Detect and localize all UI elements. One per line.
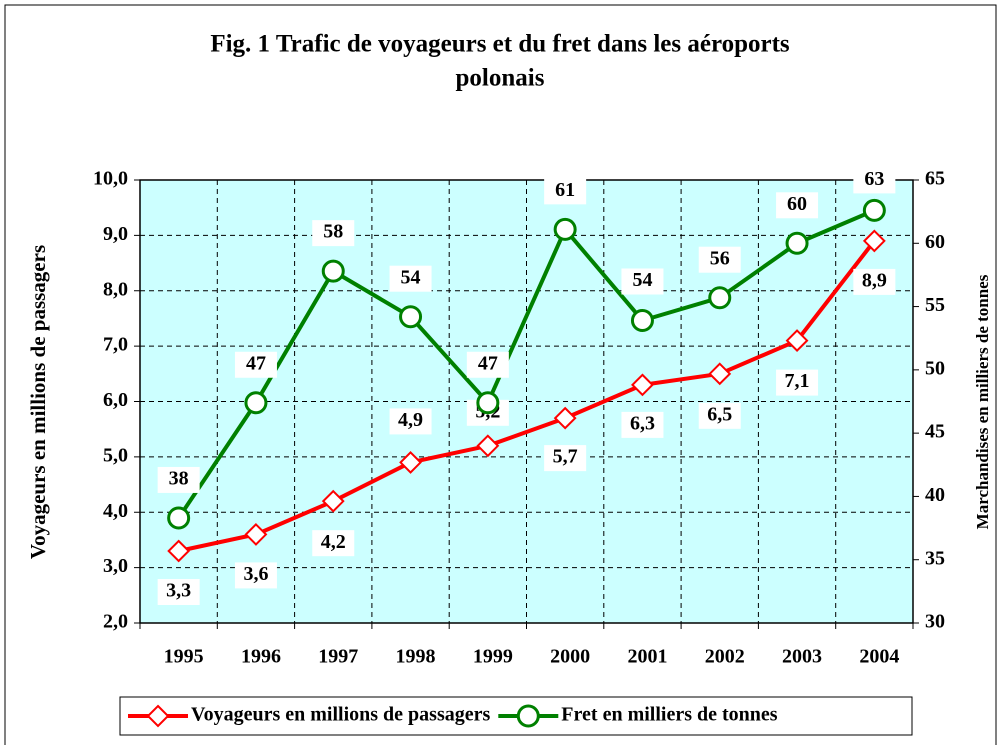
y2-tick-label: 65: [925, 168, 945, 190]
y2-tick-label: 45: [925, 421, 945, 443]
y-tick-label: 9,0: [103, 223, 128, 245]
y-tick-label: 7,0: [103, 334, 128, 356]
x-tick-label: 2002: [705, 646, 745, 668]
marker: [862, 229, 886, 253]
marker: [631, 373, 654, 397]
y-tick-label: 6,0: [103, 389, 128, 411]
x-tick-label: 2001: [627, 646, 667, 668]
data-label: 4,9: [398, 409, 423, 431]
data-label-bg: [621, 268, 664, 295]
y-tick-label: 10,0: [93, 168, 128, 190]
legend-label: Fret en milliers de tonnes: [561, 704, 777, 726]
data-label: 3,3: [166, 580, 191, 602]
y2-tick-label: 50: [925, 357, 945, 379]
marker: [630, 308, 654, 332]
marker: [785, 231, 809, 255]
marker: [167, 539, 191, 563]
x-tick-label: 1995: [164, 646, 204, 668]
data-label: 58: [323, 221, 343, 243]
data-label-bg: [157, 579, 200, 606]
data-label-bg: [312, 220, 355, 247]
data-label-bg: [621, 411, 664, 438]
marker: [167, 506, 191, 530]
y-tick-label: 8,0: [103, 278, 128, 300]
marker: [553, 217, 577, 241]
marker: [146, 704, 170, 728]
x-tick-label: 1998: [396, 646, 436, 668]
data-label: 54: [632, 269, 652, 291]
chart-title: Fig. 1 Trafic de voyageurs et du fret da…: [210, 31, 790, 58]
y-axis-label: Voyageurs en millions de passagers: [26, 245, 50, 559]
data-label-bg: [698, 246, 741, 273]
data-label: 3,6: [243, 563, 268, 585]
legend-label: Voyageurs en millions de passagers: [191, 704, 491, 726]
marker: [244, 522, 268, 546]
y2-tick-label: 60: [925, 231, 945, 253]
marker: [399, 305, 423, 329]
plot-frame: [139, 179, 914, 624]
y-tick-label: 4,0: [103, 500, 128, 522]
x-tick-label: 2004: [859, 646, 899, 668]
data-label: 8,9: [862, 270, 887, 292]
marker: [708, 362, 732, 386]
chart-title: polonais: [456, 65, 545, 92]
marker: [399, 450, 422, 474]
y2-axis-label: Marchandises en milliers de tonnes: [973, 274, 992, 529]
data-label: 54: [401, 266, 421, 288]
x-tick-label: 2003: [782, 646, 822, 668]
marker: [476, 391, 500, 415]
data-label-bg: [389, 408, 432, 435]
y2-tick-label: 30: [925, 611, 945, 633]
data-label: 6,3: [630, 412, 655, 434]
marker: [244, 391, 268, 415]
marker: [516, 704, 540, 728]
data-label-bg: [853, 268, 896, 295]
data-label-bg: [544, 178, 587, 205]
marker: [476, 434, 500, 458]
data-label-bg: [853, 167, 896, 194]
data-label-bg: [698, 402, 741, 429]
series-line: [176, 208, 876, 520]
data-label: 5,7: [553, 446, 578, 468]
data-label: 60: [787, 193, 807, 215]
data-label-bg: [544, 445, 587, 472]
y-tick-label: 2,0: [103, 611, 128, 633]
marker: [708, 286, 732, 310]
data-label: 7,1: [785, 370, 810, 392]
series-line: [178, 239, 876, 553]
data-label: 47: [246, 352, 266, 374]
data-label-bg: [389, 265, 432, 292]
marker: [321, 259, 345, 283]
y-tick-label: 3,0: [103, 555, 128, 577]
data-label: 6,5: [707, 403, 732, 425]
data-label: 47: [478, 352, 498, 374]
data-label: 4,2: [321, 531, 346, 553]
data-label-bg: [466, 351, 509, 378]
data-label-bg: [234, 562, 277, 589]
y-tick-label: 5,0: [103, 444, 128, 466]
data-label: 56: [710, 247, 730, 269]
data-label-bg: [776, 192, 819, 219]
y2-tick-label: 35: [925, 547, 945, 569]
marker: [321, 489, 345, 513]
data-label-bg: [776, 369, 819, 396]
data-label: 38: [169, 468, 189, 490]
y2-tick-label: 40: [925, 484, 945, 506]
marker: [862, 198, 886, 222]
marker: [553, 406, 577, 430]
marker: [785, 329, 809, 353]
data-label: 61: [555, 179, 575, 201]
x-tick-label: 1999: [473, 646, 513, 668]
x-tick-label: 1997: [318, 646, 358, 668]
x-tick-label: 2000: [550, 646, 590, 668]
data-label-bg: [157, 466, 200, 493]
y2-tick-label: 55: [925, 294, 945, 316]
x-tick-label: 1996: [241, 646, 281, 668]
data-label-bg: [234, 351, 277, 378]
data-label-bg: [312, 530, 355, 557]
data-label: 63: [864, 168, 884, 190]
